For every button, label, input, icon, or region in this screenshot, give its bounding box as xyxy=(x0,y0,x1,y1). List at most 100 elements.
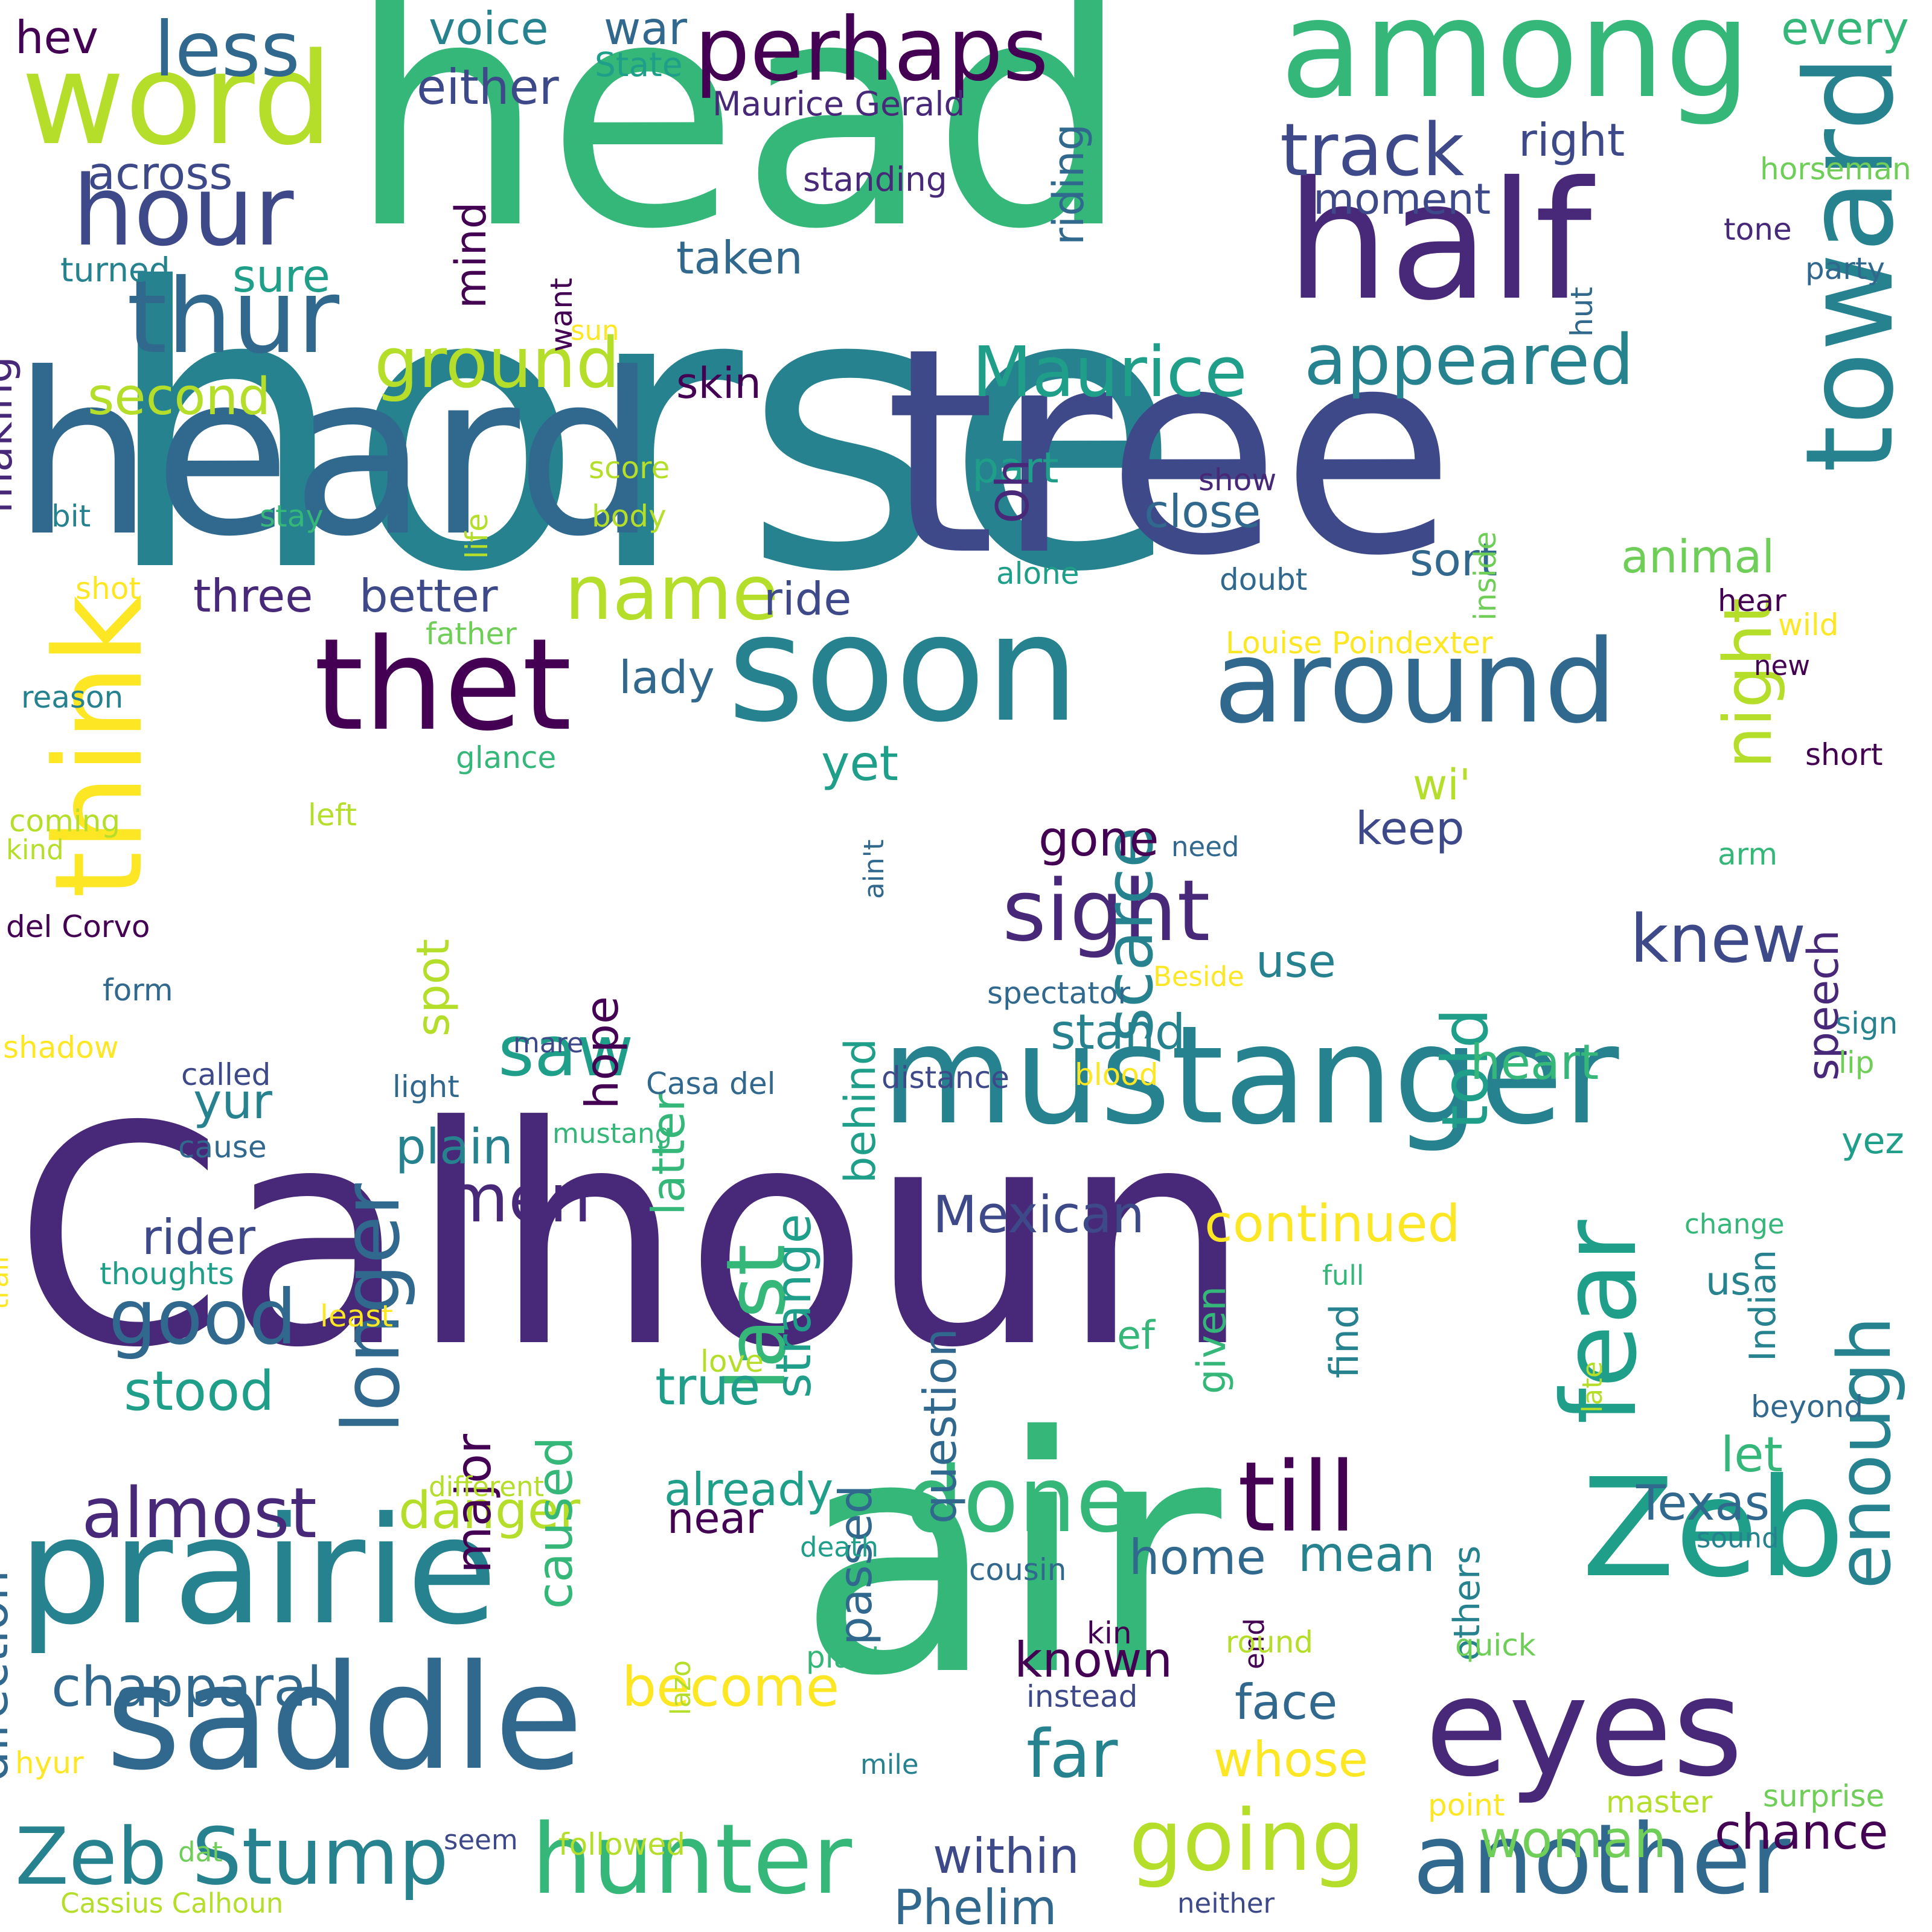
cloud-word: mustanger xyxy=(881,997,1619,1155)
cloud-word: saddle xyxy=(106,1633,584,1802)
cloud-word: night xyxy=(1709,598,1786,769)
cloud-word: mean xyxy=(1298,1526,1435,1582)
cloud-word: different xyxy=(429,1471,545,1503)
cloud-word: ain't xyxy=(858,839,890,899)
cloud-word: dat xyxy=(178,1836,223,1868)
cloud-word: lazo xyxy=(665,1660,697,1715)
cloud-word: mile xyxy=(860,1748,919,1780)
cloud-word: eyes xyxy=(1425,1649,1744,1807)
cloud-word: doubt xyxy=(1220,562,1308,597)
cloud-word: Zeb xyxy=(1582,1450,1845,1608)
cloud-word: mustang xyxy=(552,1118,673,1150)
cloud-word: alone xyxy=(996,556,1080,591)
cloud-word: thur xyxy=(127,257,340,377)
cloud-word: Beside xyxy=(1153,961,1244,993)
cloud-word: near xyxy=(667,1494,764,1543)
cloud-word: soon xyxy=(728,583,1080,755)
cloud-word: Mexican xyxy=(933,1185,1145,1245)
cloud-word: latter xyxy=(642,1093,695,1215)
cloud-word: new xyxy=(1754,650,1811,682)
cloud-word: love xyxy=(700,1344,764,1379)
cloud-word: yur xyxy=(193,1073,272,1130)
cloud-word: stay xyxy=(260,499,324,534)
cloud-word: Indian xyxy=(1742,1249,1784,1361)
cloud-word: every xyxy=(1781,2,1909,55)
cloud-word: instead xyxy=(1026,1679,1138,1714)
cloud-word: word xyxy=(21,25,333,173)
cloud-word: followed xyxy=(558,1827,685,1862)
cloud-word: become xyxy=(622,1655,840,1719)
cloud-word: keep xyxy=(1355,802,1465,855)
cloud-word: appeared xyxy=(1304,320,1634,401)
cloud-word: chapparal xyxy=(51,1655,322,1719)
cloud-word: true xyxy=(655,1357,761,1417)
cloud-word: Zeb Stump xyxy=(15,1811,449,1902)
cloud-word: heart xyxy=(1470,1034,1599,1090)
cloud-word: another xyxy=(1413,1803,1791,1916)
cloud-word: given xyxy=(1189,1286,1235,1394)
cloud-word: master xyxy=(1606,1785,1713,1820)
cloud-word: sound xyxy=(1697,1522,1779,1554)
cloud-word: del Corvo xyxy=(6,909,150,944)
cloud-word: life xyxy=(459,513,494,559)
cloud-word: sort xyxy=(1410,533,1498,586)
cloud-word: done xyxy=(906,1448,1132,1553)
cloud-word: strange xyxy=(766,1214,822,1398)
cloud-word: horse xyxy=(103,206,1182,656)
cloud-word: point xyxy=(1428,1788,1505,1823)
cloud-word: animal xyxy=(1621,530,1775,583)
cloud-word: short xyxy=(1805,737,1883,772)
cloud-word: perhaps xyxy=(694,0,1049,101)
cloud-word: making xyxy=(0,356,22,513)
cloud-word: enough xyxy=(1823,1316,1907,1589)
cloud-word: lady xyxy=(619,651,715,704)
cloud-word: bit xyxy=(51,499,91,534)
cloud-word: Phelim xyxy=(894,1879,1057,1932)
cloud-word: left xyxy=(308,798,357,833)
cloud-word: stood xyxy=(124,1360,275,1423)
cloud-word: close xyxy=(1144,485,1261,538)
cloud-word: thoughts xyxy=(100,1256,234,1291)
cloud-word: blood xyxy=(1075,1057,1159,1092)
cloud-word: good xyxy=(109,1274,297,1361)
cloud-word: Calhoun xyxy=(13,1062,1252,1413)
cloud-word: kind xyxy=(6,834,64,866)
cloud-word: woman xyxy=(1479,1810,1667,1870)
cloud-word: tone xyxy=(1724,212,1792,247)
cloud-word: full xyxy=(1322,1259,1364,1291)
cloud-word: hour xyxy=(72,155,294,267)
cloud-word: shot xyxy=(75,571,141,606)
cloud-word: lip xyxy=(1838,1045,1875,1080)
cloud-word: saw xyxy=(498,1011,634,1092)
cloud-word: hunter xyxy=(531,1803,852,1916)
cloud-word: late xyxy=(1576,1361,1608,1413)
cloud-word: moment xyxy=(1313,174,1491,224)
cloud-word: neither xyxy=(1177,1887,1275,1919)
cloud-word: far xyxy=(1026,1715,1118,1793)
cloud-word: wild xyxy=(1778,607,1839,642)
cloud-word: voice xyxy=(429,2,549,55)
cloud-word: hyur xyxy=(15,1745,84,1780)
cloud-word: whose xyxy=(1214,1732,1368,1788)
cloud-word: ef xyxy=(1117,1313,1155,1358)
cloud-word: sign xyxy=(1835,1006,1898,1041)
cloud-word: find xyxy=(1322,1303,1367,1378)
cloud-word: rider xyxy=(142,1209,256,1265)
cloud-word: need xyxy=(1171,831,1239,863)
cloud-word: standing xyxy=(803,160,947,199)
cloud-word: behind xyxy=(836,1038,885,1183)
cloud-word: seem xyxy=(444,1824,518,1856)
cloud-word: air xyxy=(797,1368,1221,1747)
cloud-word: inside xyxy=(1468,531,1503,621)
cloud-word: mare xyxy=(513,1027,584,1059)
cloud-word: better xyxy=(359,569,498,622)
cloud-word: sun xyxy=(571,315,619,347)
cloud-word: reason xyxy=(21,680,124,715)
cloud-word: around xyxy=(1214,615,1617,749)
cloud-word: spot xyxy=(406,939,459,1037)
cloud-word: hear xyxy=(1718,583,1786,618)
cloud-word: within xyxy=(933,1828,1080,1884)
cloud-word: across xyxy=(88,147,233,200)
cloud-word: almost xyxy=(82,1473,317,1554)
cloud-word: either xyxy=(417,59,559,115)
